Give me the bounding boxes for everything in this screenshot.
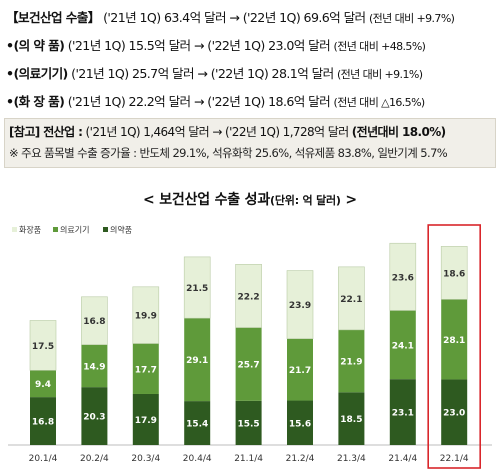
x-tick-label: 20.4/4 [183, 454, 212, 464]
bar-segment [287, 338, 313, 401]
data-label: 24.1 [392, 341, 414, 351]
data-label: 15.6 [289, 419, 311, 429]
bar-segment [184, 401, 211, 445]
x-tick-label: 20.1/4 [29, 454, 58, 464]
bar-segment [287, 400, 313, 445]
summary-change: (전년 대비 △16.5%) [333, 96, 426, 109]
data-label: 19.9 [135, 312, 157, 322]
bar-segment [338, 392, 365, 445]
summary-body: ('21년 1Q) 22.2억 달러 → ('22년 1Q) 18.6억 달러 [67, 94, 331, 109]
bar-segment [132, 393, 159, 445]
summary-change: (전년 대비 +48.5%) [333, 40, 426, 53]
bar-segment [441, 299, 468, 380]
data-label: 17.5 [32, 342, 54, 352]
summary-head: 【보건산업 수출】 [6, 10, 100, 25]
summary-head: •(화 장 품) [6, 94, 65, 109]
summary-line-total: 【보건산업 수출】 ('21년 1Q) 63.4억 달러 → ('22년 1Q)… [6, 4, 496, 32]
bar-segment [235, 264, 262, 328]
data-label: 15.5 [237, 419, 259, 429]
bar-segment [235, 400, 262, 445]
data-label: 17.9 [135, 416, 157, 426]
bar-segment [81, 387, 108, 445]
summary-body: ('21년 1Q) 63.4억 달러 → ('22년 1Q) 69.6억 달러 [103, 10, 366, 25]
data-label: 18.6 [443, 269, 465, 279]
x-tick-label: 21.3/4 [337, 454, 366, 464]
x-tick-label: 21.2/4 [286, 454, 315, 464]
bar-segment [30, 370, 56, 398]
summary-body: ('21년 1Q) 25.7억 달러 → ('22년 1Q) 28.1억 달러 [71, 66, 334, 81]
legend-label: 의료기기 [60, 225, 89, 235]
summary-head: •(의료기기) [6, 66, 68, 81]
data-label: 17.7 [135, 365, 157, 375]
data-label: 28.1 [443, 336, 465, 346]
data-label: 21.5 [186, 284, 208, 294]
x-tick-label: 21.4/4 [388, 454, 417, 464]
summary-body: ('21년 1Q) 15.5억 달러 → ('22년 1Q) 23.0억 달러 [67, 38, 331, 53]
data-label: 22.2 [237, 292, 259, 302]
bar-segment [132, 343, 159, 394]
summary-change: (전년 대비 +9.7%) [368, 12, 455, 25]
reference-footnote: ※ 주요 품목별 수출 증가율 : 반도체 29.1%, 석유화학 25.6%,… [9, 146, 448, 160]
reference-change: (전년대비 18.0%) [351, 125, 446, 139]
summary-line-pharma: •(의 약 품) ('21년 1Q) 15.5억 달러 → ('22년 1Q) … [6, 32, 496, 60]
reference-note: [참고] 전산업 : ('21년 1Q) 1,464억 달러 → ('22년 1… [4, 118, 496, 168]
data-label: 15.4 [186, 420, 208, 430]
data-label: 16.8 [83, 317, 105, 327]
x-tick-label: 22.1/4 [440, 454, 469, 464]
chart-title-main: < 보건산업 수출 성과 [143, 192, 271, 208]
x-tick-label: 20.3/4 [131, 454, 160, 464]
chart-title-end: > [340, 192, 357, 208]
legend-swatch [53, 227, 58, 232]
bar-segment [389, 379, 416, 445]
x-tick-label: 20.2/4 [80, 454, 109, 464]
bar-segment [183, 256, 211, 319]
bar-segment [81, 344, 108, 388]
x-tick-label: 21.1/4 [234, 454, 263, 464]
summary-line-cosmetics: •(화 장 품) ('21년 1Q) 22.2억 달러 → ('22년 1Q) … [6, 88, 496, 116]
data-label: 23.6 [392, 273, 414, 283]
chart-title-unit: (단위: 억 달러) [270, 194, 341, 207]
bar-segment [184, 318, 211, 402]
bar-segment [389, 242, 417, 311]
legend-label: 의약품 [110, 225, 132, 235]
data-label: 23.9 [289, 301, 311, 311]
legend-swatch [103, 227, 108, 232]
reference-head: [참고] 전산업 : [9, 125, 83, 139]
data-label: 21.9 [340, 358, 362, 368]
summary-head: •(의 약 품) [6, 38, 65, 53]
bar-segment [132, 286, 160, 344]
bar-segment [389, 310, 416, 380]
bar-segment [338, 329, 365, 393]
data-label: 25.7 [237, 361, 259, 371]
chart-title: < 보건산업 수출 성과(단위: 억 달러) > [0, 189, 500, 209]
data-label: 23.1 [392, 409, 414, 419]
data-label: 18.5 [340, 415, 362, 425]
bar-segment [30, 397, 56, 445]
data-label: 29.1 [186, 356, 208, 366]
data-label: 23.0 [443, 409, 465, 419]
bar-segment [441, 379, 468, 445]
summary-block: 【보건산업 수출】 ('21년 1Q) 63.4억 달러 → ('22년 1Q)… [6, 4, 496, 116]
data-label: 16.8 [32, 418, 54, 428]
bar-segment [338, 266, 365, 331]
summary-line-medical: •(의료기기) ('21년 1Q) 25.7억 달러 → ('22년 1Q) 2… [6, 60, 496, 88]
data-label: 14.9 [83, 362, 105, 372]
data-label: 21.7 [289, 366, 311, 376]
bar-segment [235, 327, 262, 401]
bar-segment [29, 320, 57, 371]
bar-segment [440, 246, 468, 300]
reference-line: [참고] 전산업 : ('21년 1Q) 1,464억 달러 → ('22년 1… [9, 123, 446, 140]
data-label: 22.1 [340, 295, 362, 305]
bar-segment [81, 296, 108, 345]
legend-swatch [12, 227, 17, 232]
reference-body: ('21년 1Q) 1,464억 달러 → ('22년 1Q) 1,728억 달… [85, 125, 350, 139]
data-label: 9.4 [35, 380, 51, 390]
highlight-box [427, 224, 482, 469]
summary-change: (전년 대비 +9.1%) [336, 68, 423, 81]
bar-segment [286, 270, 314, 339]
legend-label: 화장품 [19, 225, 41, 235]
data-label: 20.3 [83, 413, 105, 423]
